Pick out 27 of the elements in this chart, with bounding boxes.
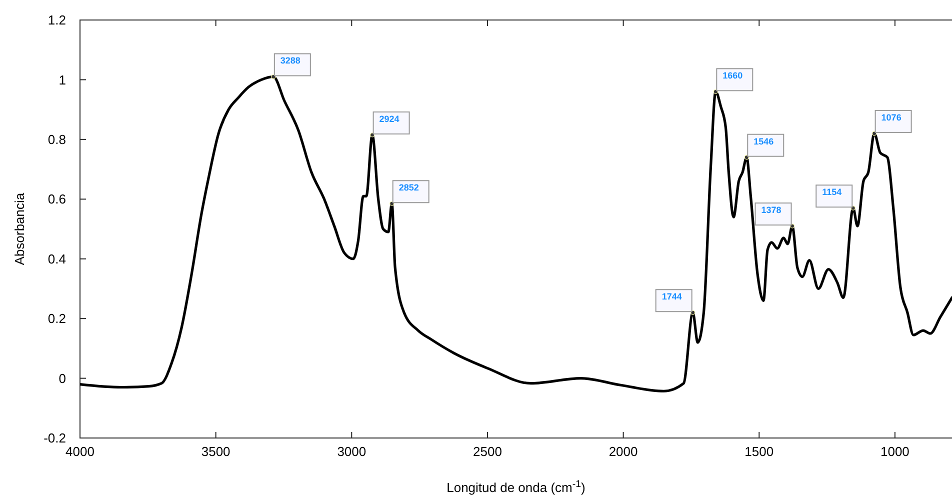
x-tick-label: 3500 bbox=[201, 444, 230, 459]
annotation: 1076 bbox=[881, 112, 902, 122]
x-tick-label: 4000 bbox=[66, 444, 94, 459]
x-tick-label: 1000 bbox=[880, 444, 910, 459]
annotation: 1378 bbox=[761, 205, 782, 216]
y-tick-label: 0.4 bbox=[48, 251, 66, 266]
x-tick-label: 2000 bbox=[608, 444, 638, 459]
x-tick-label: 1500 bbox=[744, 444, 774, 459]
y-tick-label: 0 bbox=[58, 370, 66, 386]
line-series bbox=[80, 74, 952, 392]
x-tick-label: 3000 bbox=[337, 444, 366, 459]
x-axis-title: Longitud de onda (cm$^{-1}$) bbox=[446, 478, 586, 495]
annotation: 2852 bbox=[398, 182, 419, 193]
annotation: 1154 bbox=[822, 187, 842, 198]
y-tick-label: 0.6 bbox=[48, 192, 66, 207]
y-tick-label: -0.2 bbox=[44, 430, 66, 446]
y-tick-label: 1.2 bbox=[48, 12, 66, 28]
y-tick-label: 0.2 bbox=[48, 311, 66, 326]
y-axis-title: Absorbancia bbox=[12, 192, 27, 266]
y-tick-label: 0.8 bbox=[48, 132, 66, 147]
annotation: 2924 bbox=[379, 114, 400, 124]
annotation: 3288 bbox=[280, 56, 300, 66]
annotation: 1660 bbox=[722, 70, 743, 81]
annotation: 1546 bbox=[754, 136, 774, 146]
x-tick-label: 2500 bbox=[473, 444, 502, 459]
y-tick-label: 1 bbox=[58, 72, 66, 88]
annotation: 1744 bbox=[662, 292, 682, 302]
